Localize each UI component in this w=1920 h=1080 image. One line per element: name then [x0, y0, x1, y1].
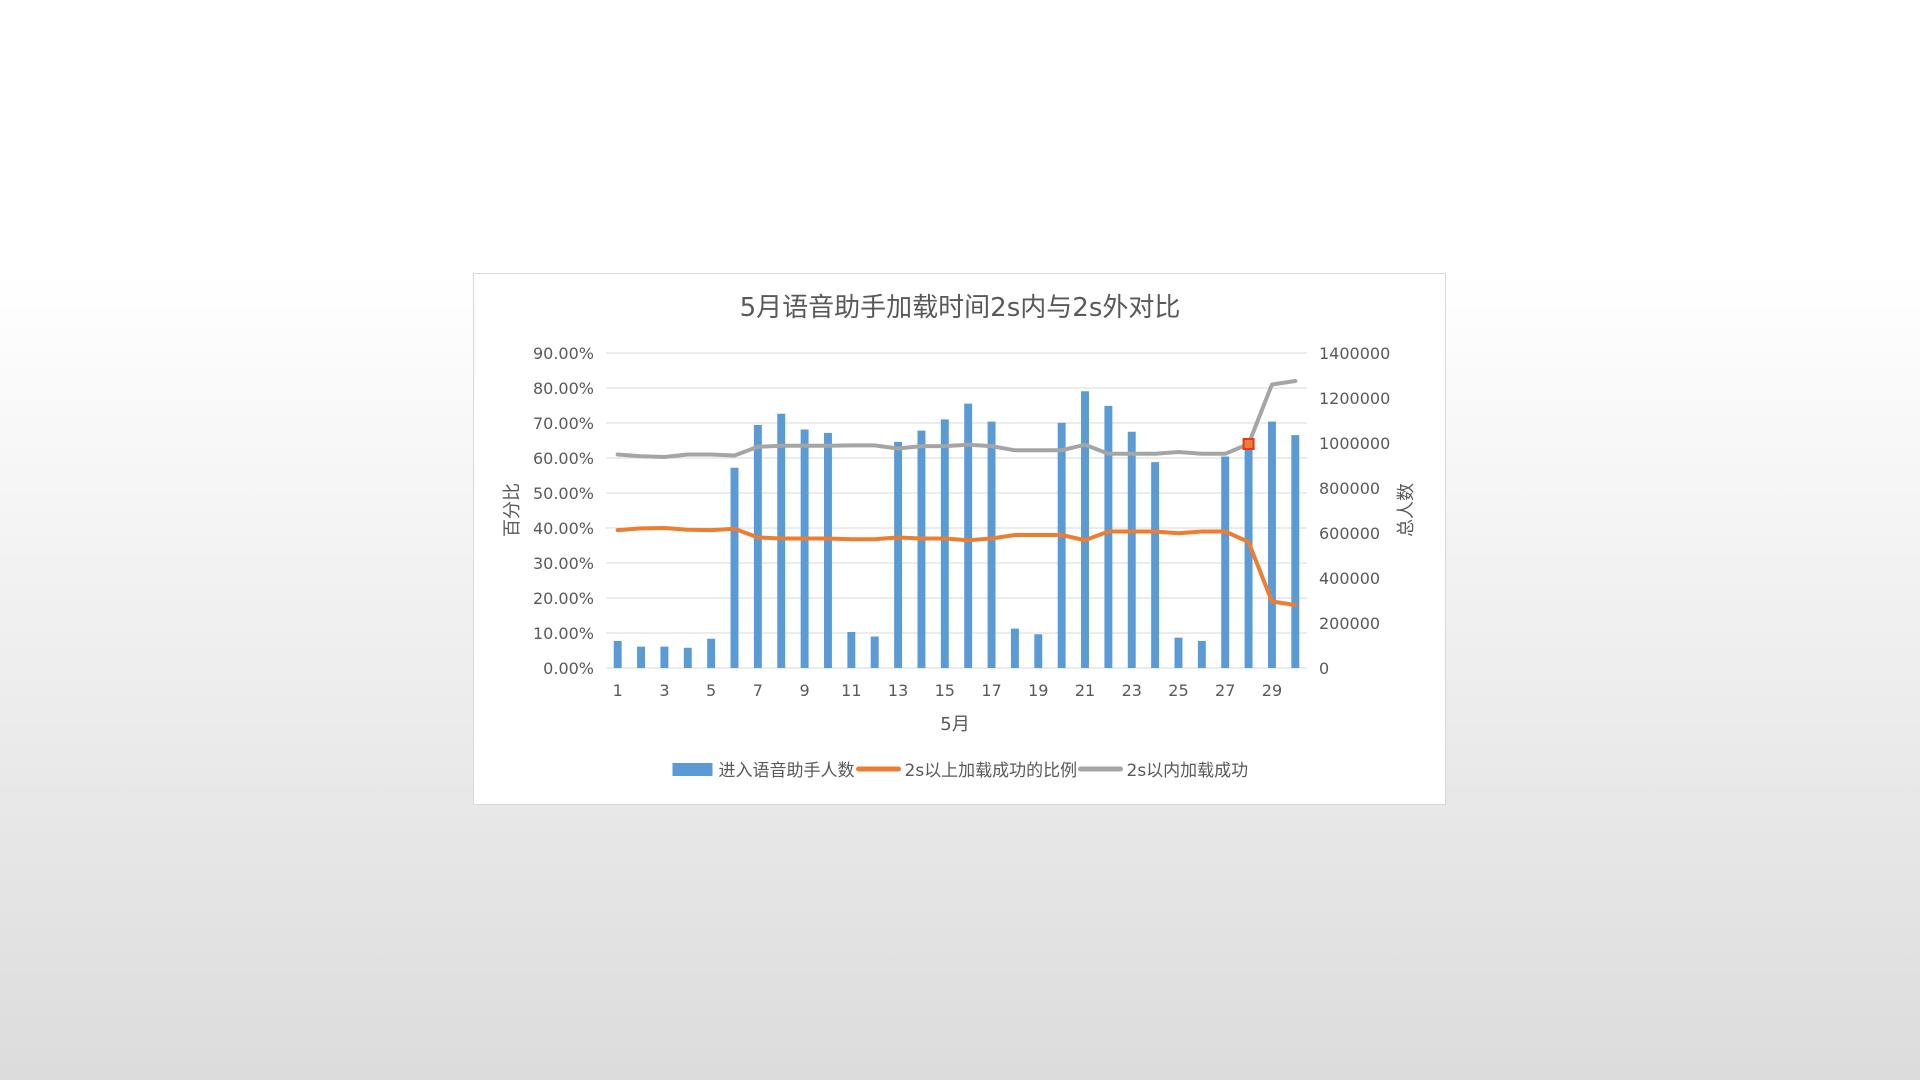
legend-swatch: [672, 763, 713, 776]
right-tick-label: 400000: [1319, 569, 1380, 588]
right-tick-label: 800000: [1319, 479, 1380, 498]
bar: [1010, 628, 1019, 668]
left-axis-ticks: 0.00% 10.00% 20.00% 30.00% 40.00% 50.00% 60.00…: [533, 344, 594, 678]
left-tick-label: 0.00%: [543, 659, 594, 678]
left-axis-title: 百分比: [502, 483, 523, 537]
bar: [753, 425, 762, 668]
x-axis-ticks: 1 3 5 7 9 11 13 15 17 19 21 23 25 27 29: [613, 681, 1283, 700]
bar: [824, 432, 832, 668]
x-tick-label: 13: [888, 681, 908, 700]
bar: [894, 441, 903, 668]
highlight-markers: [1242, 438, 1255, 450]
left-tick-label: 40.00%: [533, 519, 594, 538]
bar: [1034, 634, 1043, 668]
left-tick-label: 90.00%: [533, 344, 594, 363]
bar: [613, 641, 622, 668]
bar: [1267, 421, 1276, 668]
x-tick-label: 27: [1215, 681, 1235, 700]
series-line: [615, 526, 1298, 607]
x-tick-label: 19: [1028, 681, 1048, 700]
x-axis-title: 5月: [940, 714, 969, 735]
x-tick-label: 1: [613, 681, 623, 700]
legend-label: 2s以上加载成功的比例: [905, 761, 1078, 781]
bar: [730, 467, 739, 668]
legend-label: 进入语音助手人数: [719, 761, 855, 781]
legend-label: 2s以内加载成功: [1127, 761, 1249, 781]
bar: [987, 421, 996, 668]
bar: [1174, 637, 1183, 668]
x-tick-label: 11: [841, 681, 861, 700]
bar: [964, 403, 973, 668]
bar: [1291, 435, 1300, 668]
right-axis-title: 总人数: [1396, 483, 1417, 537]
bar: [870, 636, 879, 668]
bar: [1151, 462, 1160, 668]
right-tick-label: 200000: [1319, 614, 1380, 633]
x-tick-label: 3: [659, 681, 669, 700]
x-tick-label: 15: [935, 681, 955, 700]
x-tick-label: 9: [800, 681, 810, 700]
left-tick-label: 30.00%: [533, 554, 594, 573]
legend: 进入语音助手人数 2s以上加载成功的比例 2s以内加载成功: [672, 761, 1249, 781]
bar: [917, 430, 926, 668]
right-tick-label: 1200000: [1319, 389, 1390, 408]
bar: [1104, 405, 1113, 668]
series-line: [615, 379, 1298, 459]
right-tick-label: 1400000: [1319, 344, 1390, 363]
bar: [777, 413, 786, 668]
x-tick-label: 25: [1168, 681, 1188, 700]
right-axis-ticks: 0 200000 400000 600000 800000 1000000 1200000 1…: [1319, 344, 1390, 678]
left-tick-label: 70.00%: [533, 414, 594, 433]
right-tick-label: 600000: [1319, 524, 1380, 543]
left-tick-label: 20.00%: [533, 589, 594, 608]
highlight-marker: [1242, 438, 1255, 450]
bar: [847, 632, 856, 668]
bar: [1197, 641, 1206, 668]
bar: [707, 638, 716, 668]
bar: [1081, 391, 1089, 668]
bar: [800, 429, 809, 668]
left-tick-label: 50.00%: [533, 484, 594, 503]
chart-frame: 5月语音助手加载时间2s内与2s外对比 0.00% 10.00% 20.00% 30.…: [473, 273, 1446, 805]
right-tick-label: 0: [1319, 659, 1329, 678]
x-tick-label: 23: [1122, 681, 1142, 700]
bar: [1057, 422, 1066, 668]
bar: [1244, 443, 1253, 668]
bar: [940, 419, 949, 668]
chart-title: 5月语音助手加载时间2s内与2s外对比: [740, 293, 1181, 323]
x-tick-label: 5: [706, 681, 716, 700]
bar: [637, 646, 646, 668]
bar-series: [613, 391, 1300, 668]
x-tick-label: 17: [981, 681, 1001, 700]
bar: [1127, 431, 1136, 668]
x-tick-label: 7: [753, 681, 763, 700]
bar: [660, 646, 669, 668]
left-tick-label: 10.00%: [533, 624, 594, 643]
chart-svg: 5月语音助手加载时间2s内与2s外对比 0.00%10.00%20.00%30.…: [502, 293, 1417, 781]
x-tick-label: 29: [1262, 681, 1282, 700]
left-tick-label: 80.00%: [533, 379, 594, 398]
bar: [1221, 456, 1230, 668]
x-tick-label: 21: [1075, 681, 1095, 700]
right-tick-label: 1000000: [1319, 434, 1390, 453]
left-tick-label: 60.00%: [533, 449, 594, 468]
line-series: [615, 379, 1298, 607]
bar: [683, 647, 692, 668]
grid-lines: [606, 352, 1307, 669]
